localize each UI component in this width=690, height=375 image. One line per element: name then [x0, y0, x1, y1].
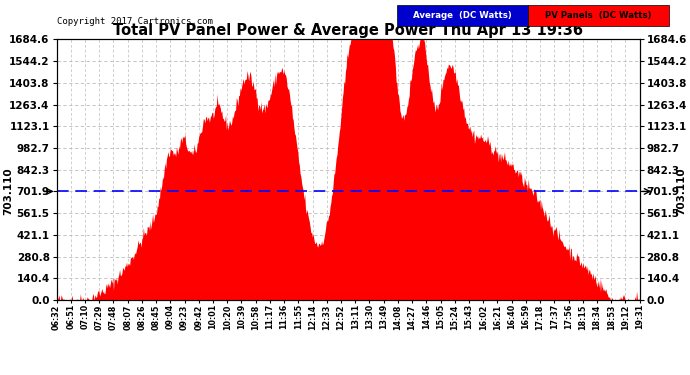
Title: Total PV Panel Power & Average Power Thu Apr 13 19:36: Total PV Panel Power & Average Power Thu…: [113, 23, 583, 38]
Text: PV Panels  (DC Watts): PV Panels (DC Watts): [545, 11, 652, 20]
Text: Average  (DC Watts): Average (DC Watts): [413, 11, 512, 20]
Text: 703.110: 703.110: [3, 168, 13, 215]
Text: Copyright 2017 Cartronics.com: Copyright 2017 Cartronics.com: [57, 16, 213, 26]
Text: 703.110: 703.110: [677, 168, 687, 215]
